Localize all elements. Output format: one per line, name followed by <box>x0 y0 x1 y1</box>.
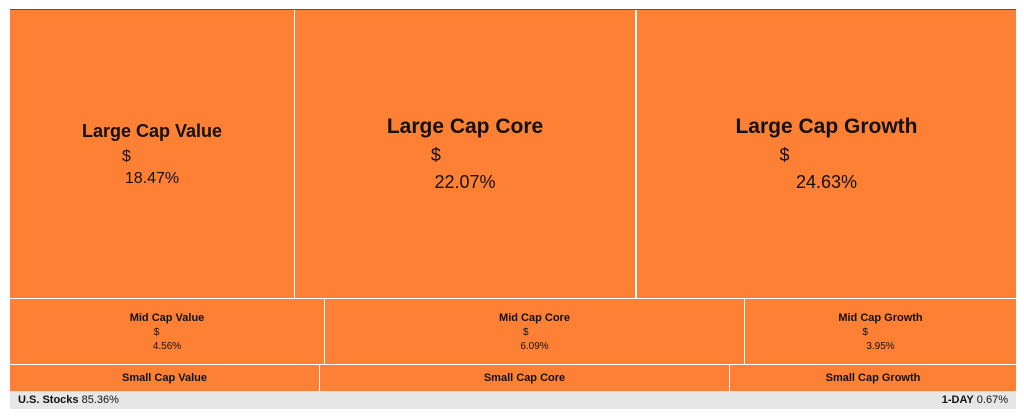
currency-symbol: $ <box>862 326 868 338</box>
one-day-summary: 1-DAY 0.67% <box>942 394 1008 406</box>
tile-name: Large Cap Value <box>81 120 223 141</box>
tile-small-cap-growth[interactable]: Small Cap Growth <box>730 365 1016 391</box>
tile-mid-cap-growth[interactable]: Mid Cap Growth $ 3.95% <box>745 299 1016 364</box>
tile-mid-cap-value[interactable]: Mid Cap Value $ 4.56% <box>10 299 324 364</box>
us-stocks-value: 85.36% <box>81 394 119 406</box>
tile-name: Small Cap Growth <box>825 372 921 384</box>
tile-name: Small Cap Core <box>483 372 566 384</box>
tile-percent: 18.47% <box>124 169 180 187</box>
currency-symbol: $ <box>779 145 790 165</box>
tile-large-cap-core[interactable]: Large Cap Core $ 22.07% <box>295 10 635 298</box>
us-stocks-label: U.S. Stocks <box>18 394 79 406</box>
one-day-label: 1-DAY <box>941 394 974 406</box>
tile-name: Mid Cap Value <box>129 311 205 324</box>
treemap: Large Cap Value $ 18.47% Large Cap Core … <box>10 9 1016 392</box>
currency-symbol: $ <box>523 326 529 338</box>
tile-name: Large Cap Core <box>386 115 544 138</box>
tile-small-cap-core[interactable]: Small Cap Core <box>320 365 729 391</box>
tile-percent: 3.95% <box>866 340 895 352</box>
currency-symbol: $ <box>430 145 441 165</box>
us-stocks-summary: U.S. Stocks 85.36% <box>18 394 119 406</box>
tile-mid-cap-core[interactable]: Mid Cap Core $ 6.09% <box>325 299 744 364</box>
tile-name: Large Cap Growth <box>735 115 918 138</box>
tile-percent: 4.56% <box>152 340 182 352</box>
tile-large-cap-value[interactable]: Large Cap Value $ 18.47% <box>10 10 294 298</box>
tile-small-cap-value[interactable]: Small Cap Value <box>10 365 319 391</box>
tile-percent: 6.09% <box>520 340 549 352</box>
tile-name: Mid Cap Core <box>499 311 570 324</box>
tile-name: Small Cap Value <box>122 372 207 384</box>
one-day-value: 0.67% <box>976 394 1008 406</box>
tile-percent: 24.63% <box>795 172 858 192</box>
tile-large-cap-growth[interactable]: Large Cap Growth $ 24.63% <box>637 10 1016 298</box>
currency-symbol: $ <box>153 326 160 338</box>
summary-bar: U.S. Stocks 85.36% 1-DAY 0.67% <box>10 391 1016 409</box>
tile-percent: 22.07% <box>434 172 496 192</box>
tile-name: Mid Cap Growth <box>838 311 923 324</box>
currency-symbol: $ <box>121 147 131 165</box>
